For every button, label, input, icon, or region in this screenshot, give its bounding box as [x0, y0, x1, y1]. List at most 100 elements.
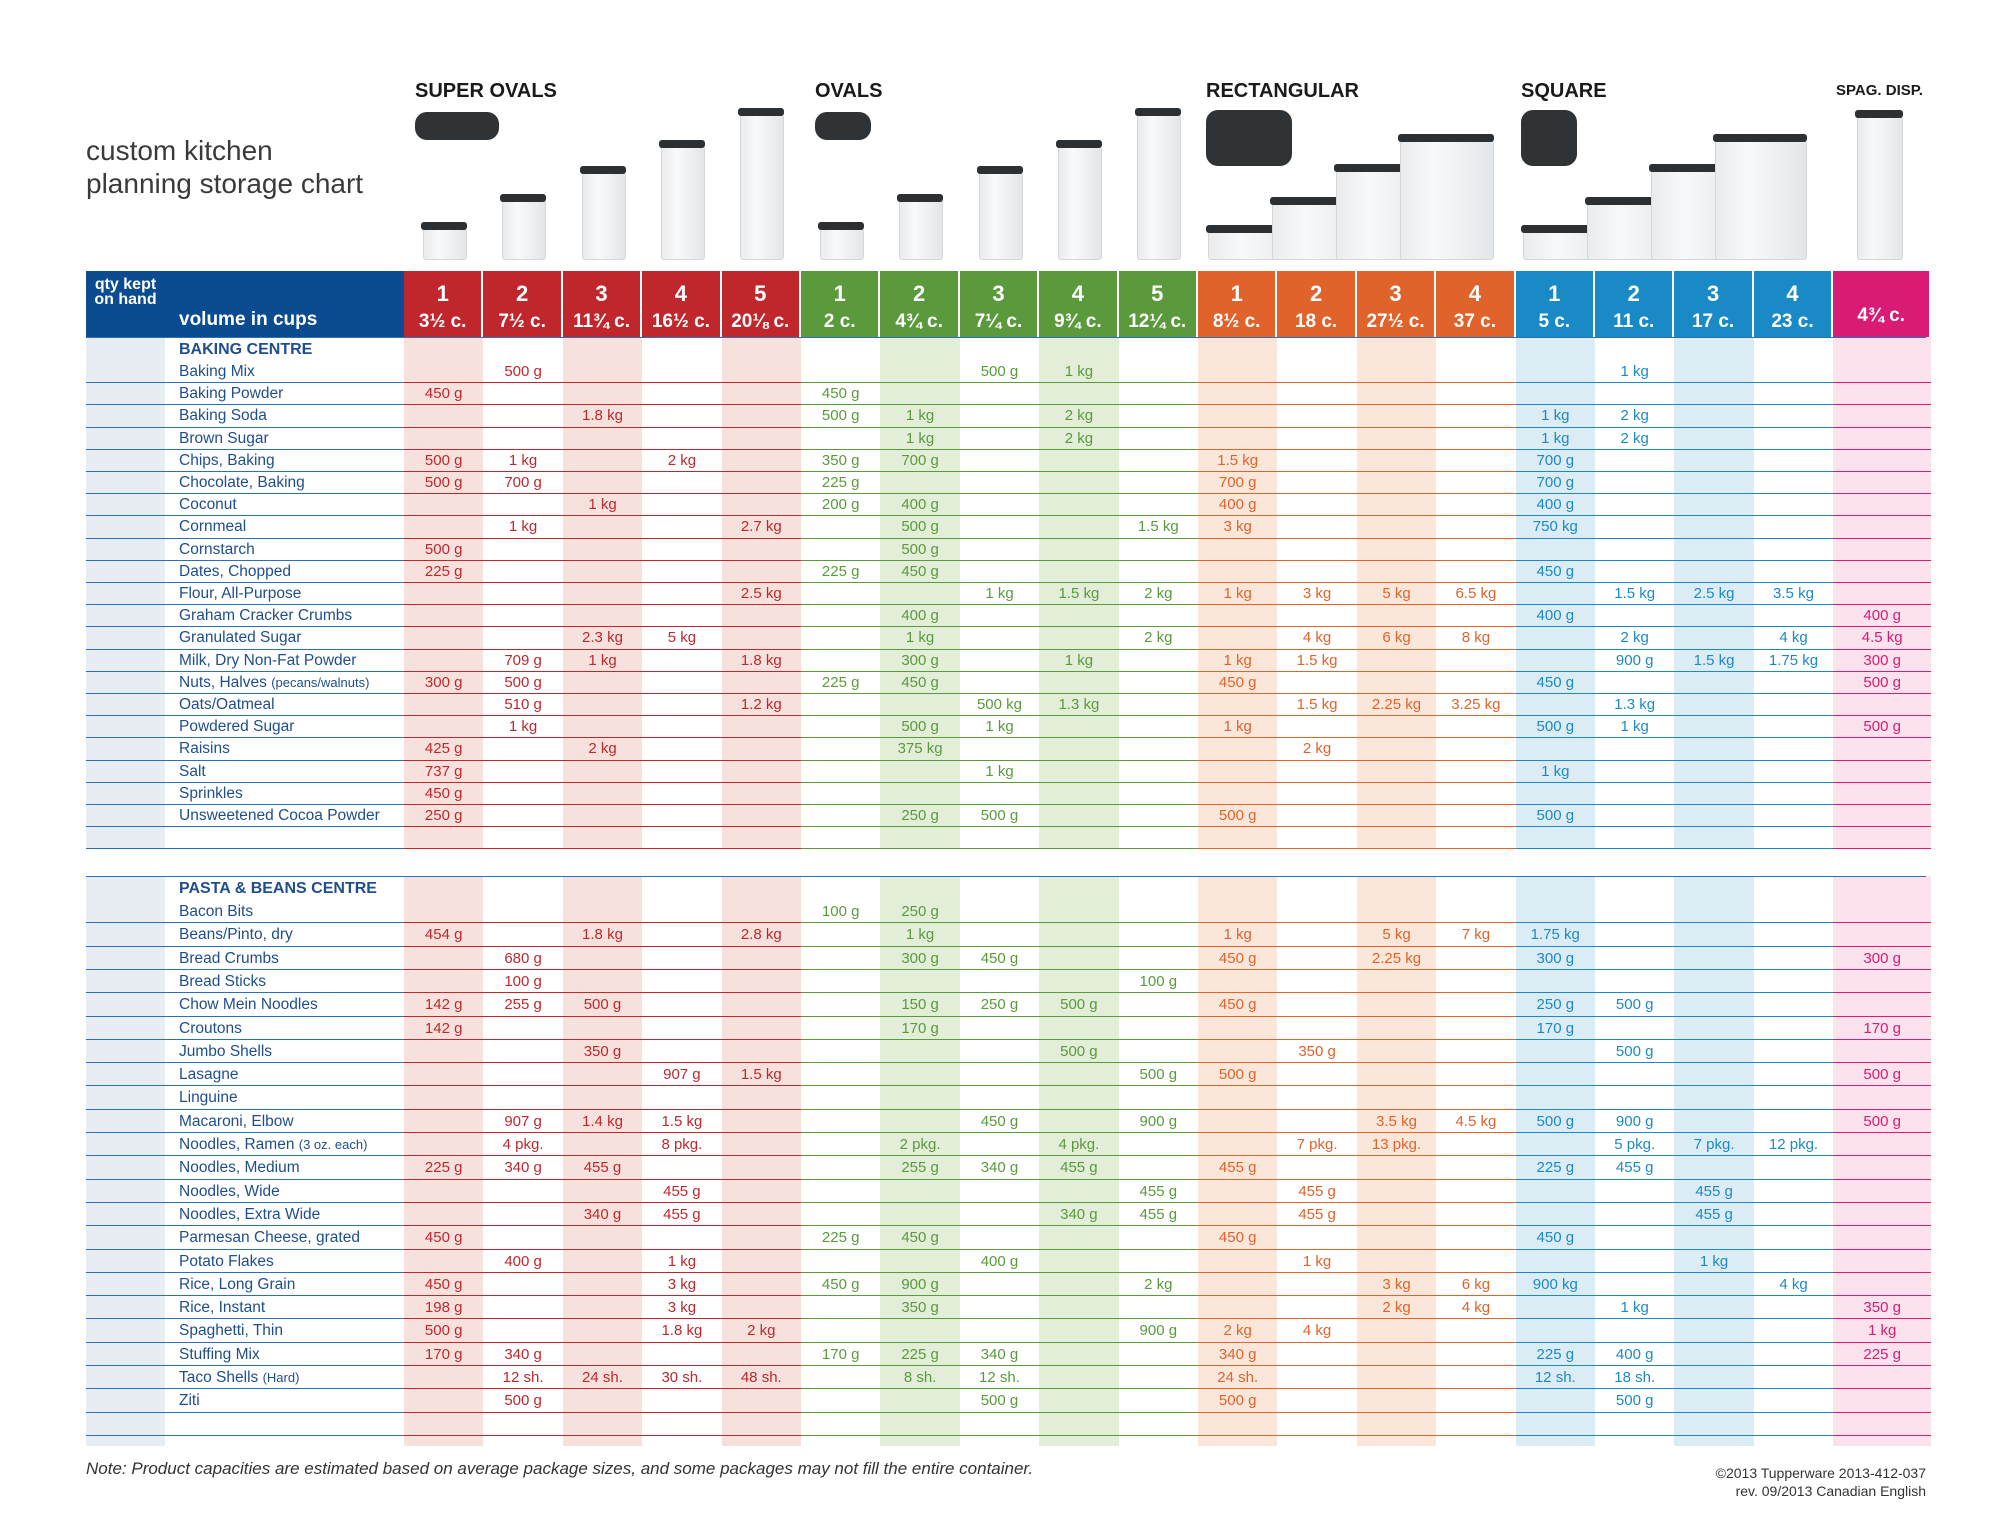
table-cell — [1436, 650, 1515, 672]
table-cell: 500 g — [901, 518, 939, 536]
table-cell — [801, 1110, 880, 1133]
table-cell — [801, 1413, 880, 1436]
row-divider — [1039, 826, 1119, 828]
row-divider — [1674, 1108, 1754, 1110]
table-cell: 2 kg — [1620, 407, 1649, 425]
row-divider — [642, 1248, 722, 1250]
table-cell — [1277, 1110, 1356, 1133]
row-divider — [959, 1108, 1040, 1110]
row-divider — [1753, 426, 1834, 428]
table-cell — [960, 1180, 1039, 1203]
table-cell — [1516, 650, 1595, 672]
table-cell — [404, 1110, 483, 1133]
table-cell — [1436, 1250, 1515, 1273]
row-divider — [642, 515, 722, 517]
table-cell — [1277, 993, 1356, 1016]
row-divider — [1833, 1201, 1932, 1203]
table-cell — [1754, 993, 1833, 1016]
row-divider — [1436, 1271, 1516, 1273]
table-cell — [1516, 783, 1595, 805]
table-cell: 450 g — [901, 673, 939, 691]
row-divider — [1277, 1318, 1357, 1320]
row-divider — [642, 559, 722, 561]
row-divider — [86, 471, 404, 472]
row-divider — [1356, 1225, 1437, 1227]
row-divider — [880, 848, 960, 850]
row-divider — [721, 1108, 801, 1110]
row-divider — [1833, 559, 1932, 561]
row-divider — [1595, 426, 1675, 428]
table-row: Stuffing Mix 170 g 340 g 170 g 225 g 340 g 340… — [86, 1343, 1926, 1366]
row-divider — [1833, 448, 1932, 450]
table-cell — [880, 1063, 959, 1086]
table-cell — [563, 1063, 642, 1086]
column-tint — [721, 876, 801, 1446]
table-cell — [960, 738, 1039, 760]
row-divider — [1833, 515, 1932, 517]
row-divider — [1674, 1295, 1754, 1297]
row-divider — [959, 537, 1040, 539]
table-cell: 500 g — [821, 407, 860, 425]
row-divider — [1833, 582, 1932, 583]
row-divider — [86, 1271, 404, 1273]
row-divider — [801, 1318, 881, 1320]
table-cell — [722, 472, 801, 494]
column-header: 1 3½ c. — [404, 271, 482, 337]
table-cell — [1674, 947, 1753, 970]
row-divider — [86, 1132, 404, 1133]
row-divider — [1515, 559, 1595, 561]
table-cell — [483, 827, 562, 849]
row-divider — [1436, 493, 1516, 495]
table-cell — [1198, 383, 1277, 405]
table-cell — [801, 539, 880, 561]
row-divider — [1277, 1132, 1357, 1133]
table-cell — [1119, 1413, 1198, 1436]
row-divider — [801, 922, 881, 924]
row-divider — [404, 1038, 484, 1040]
row-divider — [483, 1201, 563, 1203]
table-cell — [1754, 428, 1833, 450]
table-cell — [880, 1319, 959, 1342]
row-divider — [1356, 404, 1437, 406]
table-cell — [642, 783, 721, 805]
row-divider — [1833, 1178, 1932, 1180]
row-divider — [959, 1411, 1040, 1413]
table-cell — [1833, 361, 1931, 383]
row-divider — [721, 992, 801, 994]
row-divider — [562, 1411, 643, 1413]
table-cell — [1357, 716, 1436, 738]
row-divider — [562, 1295, 643, 1297]
table-cell: 2 kg — [1144, 585, 1173, 602]
row-divider — [1356, 759, 1437, 761]
table-cell: 1.5 kg — [1058, 585, 1100, 602]
row-divider — [562, 1015, 643, 1017]
row-divider — [1039, 448, 1119, 450]
table-cell: 1 kg — [588, 651, 617, 669]
table-cell — [1595, 450, 1674, 472]
column-tint — [562, 337, 643, 849]
row-divider — [959, 1178, 1040, 1180]
row-divider — [1515, 737, 1595, 739]
table-cell: 8 pkg. — [661, 1136, 703, 1153]
column-header: 3 11¾ c. — [562, 271, 641, 337]
row-divider — [1039, 1411, 1119, 1413]
row-divider — [483, 626, 563, 628]
table-cell — [1198, 970, 1277, 993]
table-cell — [563, 716, 642, 738]
table-cell — [1357, 1203, 1436, 1226]
table-cell — [1833, 805, 1931, 827]
table-cell: 1 kg — [1223, 718, 1252, 736]
row-divider — [1753, 1318, 1834, 1320]
table-cell — [1436, 827, 1515, 849]
row-divider — [801, 1411, 881, 1413]
row-divider — [1198, 670, 1278, 672]
column-number: 2 — [1309, 281, 1323, 306]
container-lid-icon — [658, 140, 705, 148]
table-cell — [1119, 1366, 1198, 1389]
row-divider — [959, 992, 1040, 994]
table-cell: 907 g — [504, 1112, 542, 1130]
row-divider — [1833, 1434, 1932, 1436]
row-divider — [562, 426, 643, 428]
table-cell: 4.5 kg — [1455, 1112, 1497, 1130]
row-divider — [1356, 1201, 1437, 1203]
